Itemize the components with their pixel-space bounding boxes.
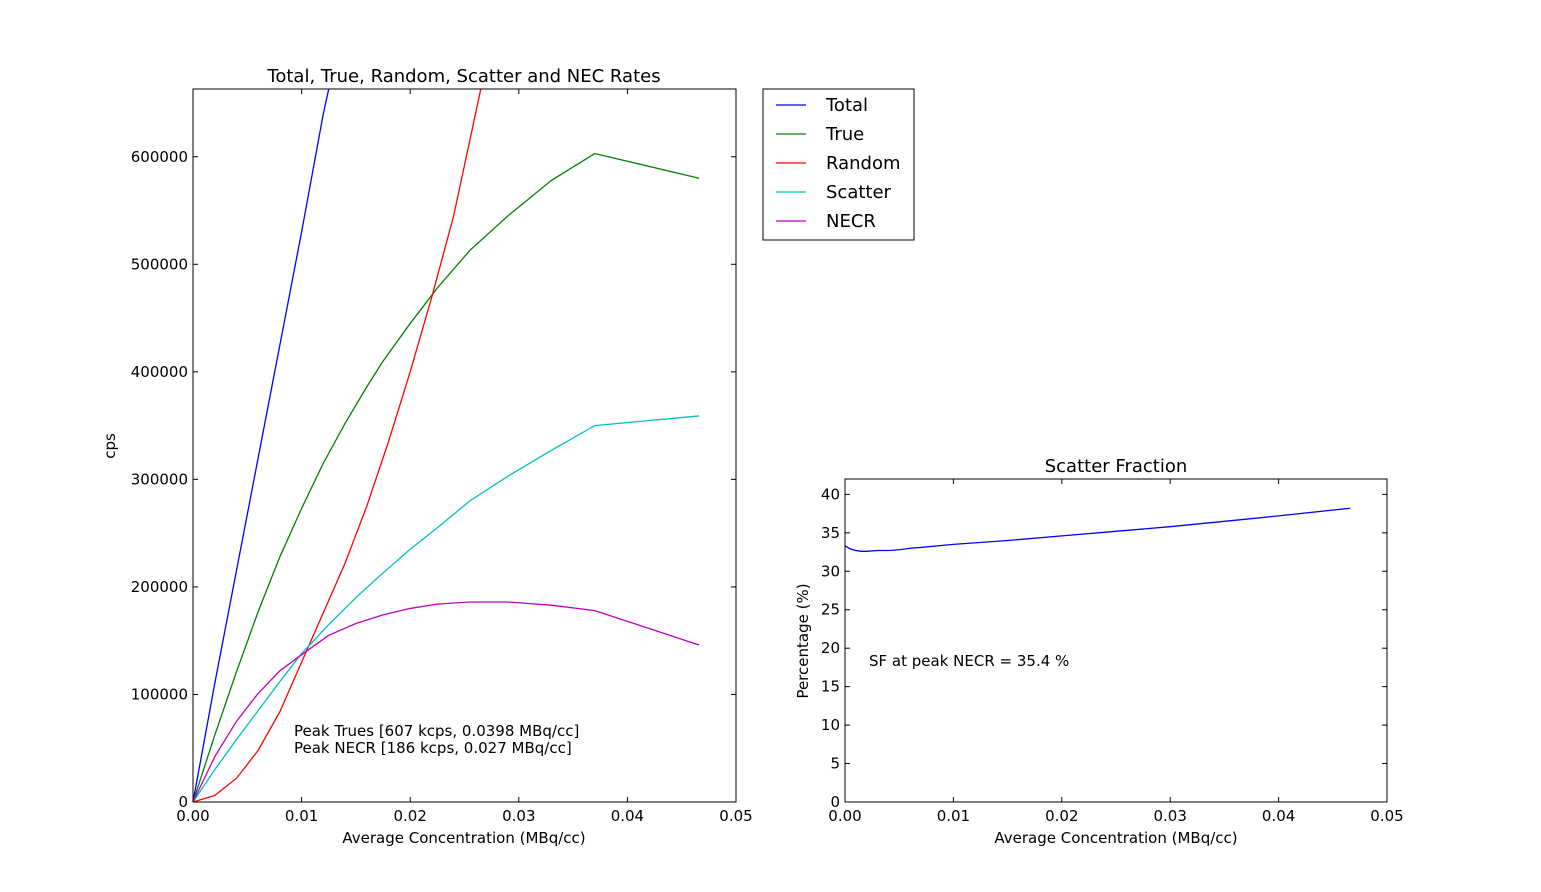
y-tick-label: 10 <box>821 716 840 734</box>
y-tick-label: 300000 <box>131 470 188 488</box>
x-tick-label: 0.00 <box>828 807 861 825</box>
y-tick-label: 0 <box>830 793 840 811</box>
legend-label-necr: NECR <box>826 211 876 232</box>
y-tick-label: 20 <box>821 639 840 657</box>
y-tick-label: 40 <box>821 485 840 503</box>
scatter-fraction-series-group <box>845 507 1351 552</box>
x-tick-label: 0.04 <box>611 807 644 825</box>
y-tick-label: 400000 <box>131 363 188 381</box>
x-tick-label: 0.05 <box>719 807 752 825</box>
x-tick-label: 0.02 <box>393 807 426 825</box>
legend-label-scatter: Scatter <box>826 182 892 203</box>
x-tick-label: 0.03 <box>502 807 535 825</box>
x-tick-label: 0.03 <box>1153 807 1186 825</box>
scatter-fraction-x-axis-label: Average Concentration (MBq/cc) <box>994 829 1237 847</box>
y-tick-label: 5 <box>830 755 840 773</box>
y-tick-label: 30 <box>821 562 840 580</box>
rates-y-axis-label: cps <box>101 433 119 459</box>
legend-label-total: Total <box>825 95 868 116</box>
y-tick-label: 200000 <box>131 578 188 596</box>
x-tick-label: 0.01 <box>937 807 970 825</box>
scatter-fraction-series-0-line <box>845 507 1351 552</box>
rates-random-line <box>193 89 482 802</box>
scatter-fraction-plot-frame <box>844 478 1388 803</box>
legend-label-random: Random <box>826 153 901 174</box>
rates-total-line <box>193 89 330 802</box>
rates-x-axis-label: Average Concentration (MBq/cc) <box>342 829 585 847</box>
x-tick-label: 0.02 <box>1045 807 1078 825</box>
y-tick-label: 600000 <box>131 148 188 166</box>
x-tick-label: 0.01 <box>285 807 318 825</box>
legend-label-true: True <box>825 124 864 145</box>
rates-scatter-line <box>193 415 700 802</box>
x-tick-label: 0.04 <box>1262 807 1295 825</box>
rates-series-group <box>193 89 700 802</box>
legend: Total True Random Scatter NECR <box>762 88 915 241</box>
rates-true-line <box>193 152 700 802</box>
x-tick-label: 0.05 <box>1370 807 1403 825</box>
x-tick-label: 0.00 <box>176 807 209 825</box>
scatter-fraction-chart: Scatter Fraction 0.00 0.01 0.02 0.03 0.04 0.0… <box>794 456 1404 847</box>
scatter-fraction-y-axis-label: Percentage (%) <box>794 583 812 698</box>
rates-chart-title: Total, True, Random, Scatter and NEC Rat… <box>266 66 660 87</box>
rates-chart: Total, True, Random, Scatter and NEC Rat… <box>101 66 753 847</box>
rates-plot-frame <box>192 88 737 803</box>
y-tick-label: 35 <box>821 524 840 542</box>
sf-peak-necr-annotation: SF at peak NECR = 35.4 % <box>869 652 1069 670</box>
scatter-fraction-ticks: 0.00 0.01 0.02 0.03 0.04 0.05 0 5 10 15 20 25 30 35 40 <box>821 479 1404 825</box>
peak-trues-annotation: Peak Trues [607 kcps, 0.0398 MBq/cc] <box>294 722 579 740</box>
legend-box <box>762 88 915 241</box>
legend-items: Total True Random Scatter NECR <box>776 95 901 232</box>
y-tick-label: 25 <box>821 601 840 619</box>
scatter-fraction-title: Scatter Fraction <box>1045 456 1188 477</box>
y-tick-label: 100000 <box>131 685 188 703</box>
y-tick-label: 0 <box>178 793 188 811</box>
rates-ticks: 0.00 0.01 0.02 0.03 0.04 0.05 0 100000 200000 300… <box>131 89 753 825</box>
y-tick-label: 500000 <box>131 255 188 273</box>
y-tick-label: 15 <box>821 678 840 696</box>
peak-necr-annotation: Peak NECR [186 kcps, 0.027 MBq/cc] <box>294 739 572 757</box>
rates-necr-line <box>193 601 700 802</box>
